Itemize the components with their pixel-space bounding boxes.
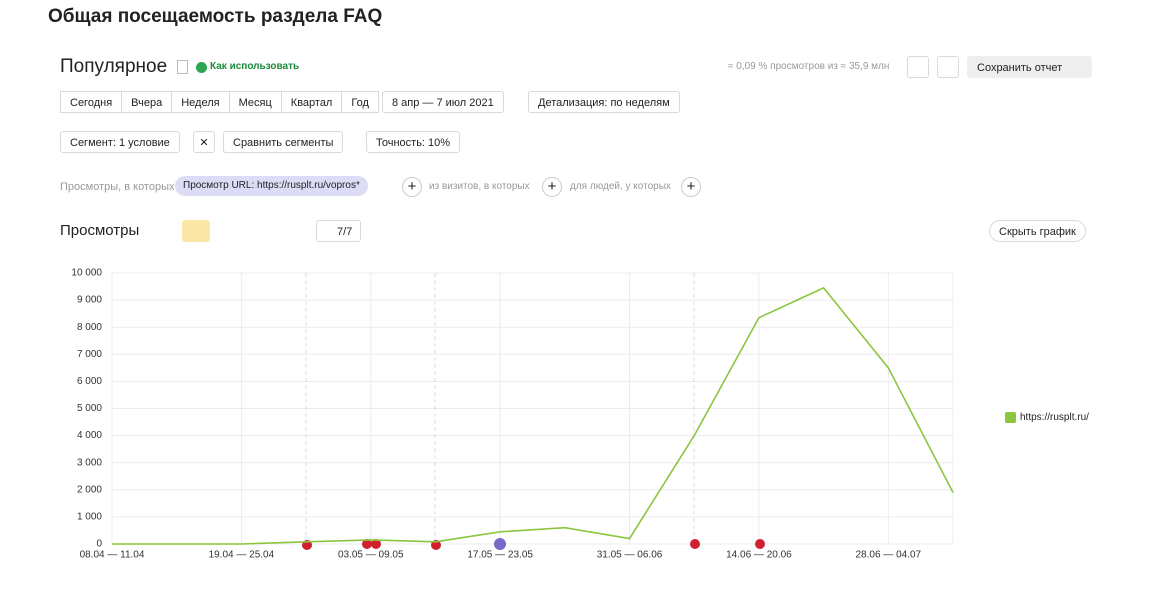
add-filter[interactable]: + — [681, 177, 701, 197]
help-link[interactable]: Как использовать — [210, 61, 300, 72]
segment-button[interactable]: Сегмент: 1 условие — [60, 131, 180, 153]
chart: 28.06 — 04.07 14.06 — 20.06 31.05 — 06.06 1… — [71, 268, 954, 561]
annotation-marker[interactable] — [362, 539, 372, 549]
y-tick-label: 3 000 — [77, 457, 102, 468]
filter-chip[interactable]: Просмотр URL: https://rusplt.ru/vopros* — [175, 176, 368, 196]
period-button[interactable]: Квартал — [280, 91, 343, 113]
segment-close[interactable]: ✕ — [193, 131, 215, 153]
series-count[interactable]: 7/7 — [316, 220, 362, 242]
export-button[interactable] — [937, 56, 959, 78]
page-title: Общая посещаемость раздела FAQ — [48, 6, 383, 27]
y-tick-label: 4 000 — [77, 430, 102, 441]
stats: ≈ 0,09 % просмотров из ≈ 35,9 млн — [728, 61, 890, 72]
accuracy-button[interactable]: Точность: 10% — [366, 131, 461, 153]
series-line — [112, 286, 954, 545]
detail-select[interactable]: Детализация: по неделям — [528, 91, 680, 113]
y-tick-label: 6 000 — [77, 376, 102, 387]
period-group: Сегодня Вчера Неделя Месяц Квартал Год — [60, 91, 379, 113]
annotation-marker[interactable] — [371, 539, 381, 549]
annotation-marker[interactable] — [494, 538, 506, 550]
y-tick-label: 7 000 — [77, 349, 102, 360]
compare-button[interactable]: Сравнить сегменты — [223, 131, 344, 153]
period-button[interactable]: Месяц — [228, 91, 282, 113]
x-tick-label: 14.06 — 20.06 — [726, 550, 792, 561]
add-filter[interactable]: + — [542, 177, 562, 197]
y-tick-label: 1 000 — [77, 512, 102, 523]
period-button[interactable]: Вчера — [121, 91, 173, 113]
x-tick-label: 31.05 — 06.06 — [597, 550, 663, 561]
y-tick-label: 10 000 — [71, 268, 102, 279]
info-icon — [196, 62, 207, 73]
y-tick-label: 2 000 — [77, 484, 102, 495]
bookmark-icon[interactable] — [177, 60, 188, 74]
x-tick-label: 17.05 — 23.05 — [467, 550, 533, 561]
filter-visits: из визитов, в которых — [429, 181, 530, 192]
date-range[interactable]: 8 апр — 7 июл 2021 — [382, 91, 504, 113]
filter-people: для людей, у которых — [570, 181, 671, 192]
history-button[interactable] — [907, 56, 929, 78]
add-filter[interactable]: + — [402, 177, 422, 197]
filter-prefix: Просмотры, в которых — [60, 181, 175, 193]
legend-checkbox[interactable] — [1005, 412, 1016, 423]
x-tick-label: 03.05 — 09.05 — [338, 550, 404, 561]
x-tick-label: 19.04 — 25.04 — [209, 550, 275, 561]
report-title: Популярное — [60, 56, 168, 77]
period-button[interactable]: Год — [341, 91, 379, 113]
save-button[interactable]: Сохранить отчет — [967, 56, 1092, 78]
y-tick-label: 8 000 — [77, 322, 102, 333]
period-button[interactable]: Неделя — [171, 91, 230, 113]
hide-chart[interactable]: Скрыть график — [989, 220, 1086, 242]
period-button[interactable]: Сегодня — [60, 91, 123, 113]
line-chart-toggle[interactable] — [182, 220, 210, 242]
x-tick-label: 08.04 — 11.04 — [80, 550, 145, 561]
y-tick-label: 9 000 — [77, 295, 102, 306]
x-tick-label: 28.06 — 04.07 — [856, 550, 922, 561]
section-title: Просмотры — [60, 222, 140, 239]
annotation-markers — [302, 273, 765, 550]
y-tick-label: 5 000 — [77, 403, 102, 414]
annotation-marker[interactable] — [755, 539, 765, 549]
y-tick-label: 0 — [96, 539, 102, 550]
legend-label[interactable]: https://rusplt.ru/ — [1020, 412, 1089, 423]
annotation-marker[interactable] — [690, 539, 700, 549]
